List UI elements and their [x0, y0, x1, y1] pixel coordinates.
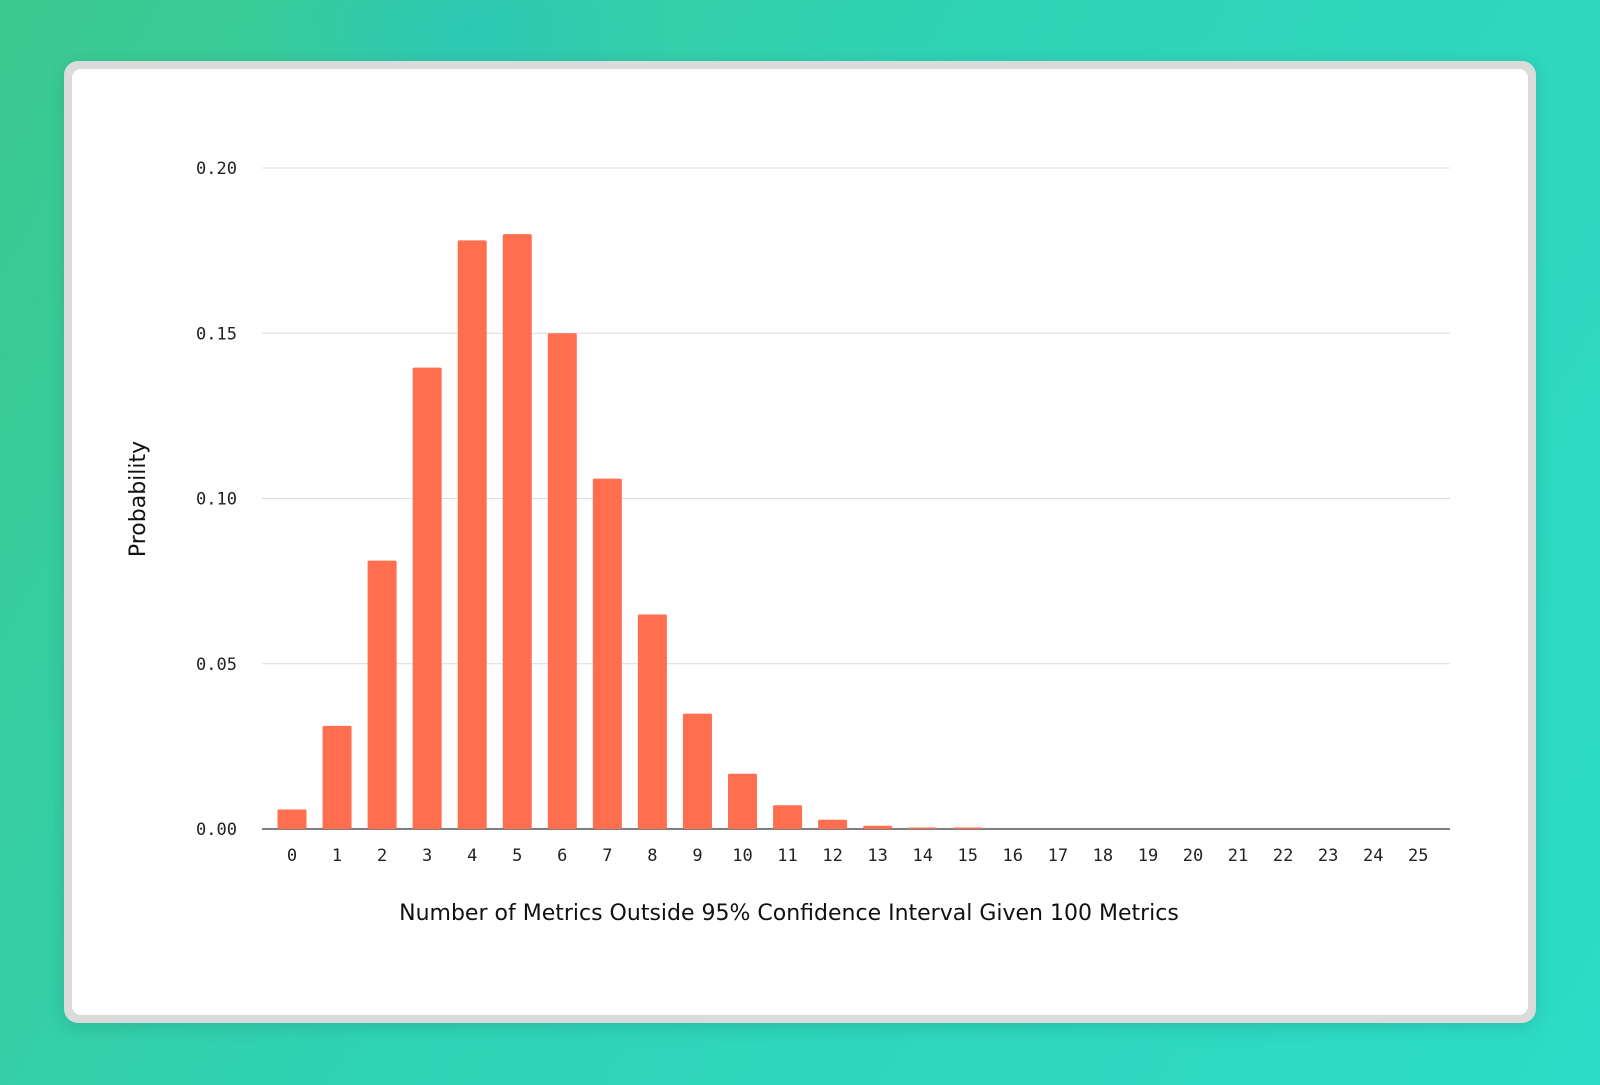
chart-card-frame: 0.00 0.05 0.10 0.15 0.20 0 1 2 3 4 5 6 7 8 9 10 11 12 13 1…: [64, 61, 1536, 1023]
bar-12: [818, 819, 848, 829]
bar-5: [502, 234, 532, 830]
x-tick-label: 2: [377, 846, 387, 866]
x-tick-label: 20: [1183, 846, 1203, 866]
bar-3: [412, 367, 442, 829]
x-tick-label: 13: [867, 846, 887, 866]
x-tick-label: 24: [1363, 846, 1383, 866]
bar-6: [547, 333, 577, 829]
x-tick-label: 10: [732, 846, 752, 866]
bar-13: [863, 825, 893, 829]
x-tick-label: 17: [1048, 846, 1068, 866]
x-tick-label: 4: [467, 846, 477, 866]
x-tick-label: 15: [958, 846, 978, 866]
y-axis-label: Probability: [126, 441, 151, 557]
y-tick-label: 0.15: [196, 324, 237, 344]
y-tick-label: 0.20: [196, 159, 237, 179]
bar-11: [773, 805, 803, 829]
bar-1: [322, 725, 352, 829]
x-tick-label: 18: [1093, 846, 1113, 866]
x-tick-label: 8: [647, 846, 657, 866]
x-tick-label: 22: [1273, 846, 1293, 866]
x-tick-label: 0: [287, 846, 297, 866]
y-tick-label: 0.10: [196, 490, 237, 510]
x-tick-label: 11: [777, 846, 797, 866]
x-tick-label: 21: [1228, 846, 1248, 866]
bar-2: [367, 560, 397, 829]
x-tick-label: 12: [822, 846, 842, 866]
x-axis-label: Number of Metrics Outside 95% Confidence…: [399, 901, 1179, 926]
bar-10: [728, 773, 757, 829]
x-tick-label: 14: [912, 846, 932, 866]
x-tick-labels: 0 1 2 3 4 5 6 7 8 9 10 11 12 13 14 15 16 17 18 19 20 21 22 23 24…: [287, 846, 1429, 866]
bar-9: [682, 713, 712, 829]
bar-8: [637, 614, 667, 829]
bar-14: [908, 827, 938, 829]
chart-card: 0.00 0.05 0.10 0.15 0.20 0 1 2 3 4 5 6 7 8 9 10 11 12 13 1…: [72, 69, 1528, 1015]
y-tick-label: 0.00: [196, 820, 237, 840]
bar-15: [953, 827, 983, 829]
x-tick-label: 16: [1003, 846, 1023, 866]
x-tick-label: 25: [1408, 846, 1428, 866]
x-tick-label: 23: [1318, 846, 1338, 866]
x-tick-label: 1: [332, 846, 342, 866]
x-tick-label: 3: [422, 846, 432, 866]
x-tick-label: 9: [692, 846, 702, 866]
x-tick-label: 6: [557, 846, 567, 866]
bar-chart: 0.000.050.100.150.20 0 1 2 3 4 5 6 7 8 9 10 11 12 13 1…: [126, 159, 1450, 926]
x-tick-label: 19: [1138, 846, 1158, 866]
y-tick-labels: 0.00 0.05 0.10 0.15 0.20: [196, 159, 237, 840]
x-tick-label: 7: [602, 846, 612, 866]
bar-0: [277, 809, 307, 829]
bar-7: [592, 478, 622, 829]
x-tick-label: 5: [512, 846, 522, 866]
y-tick-label: 0.05: [196, 655, 237, 675]
bars: [277, 234, 983, 830]
bar-4: [457, 240, 487, 829]
